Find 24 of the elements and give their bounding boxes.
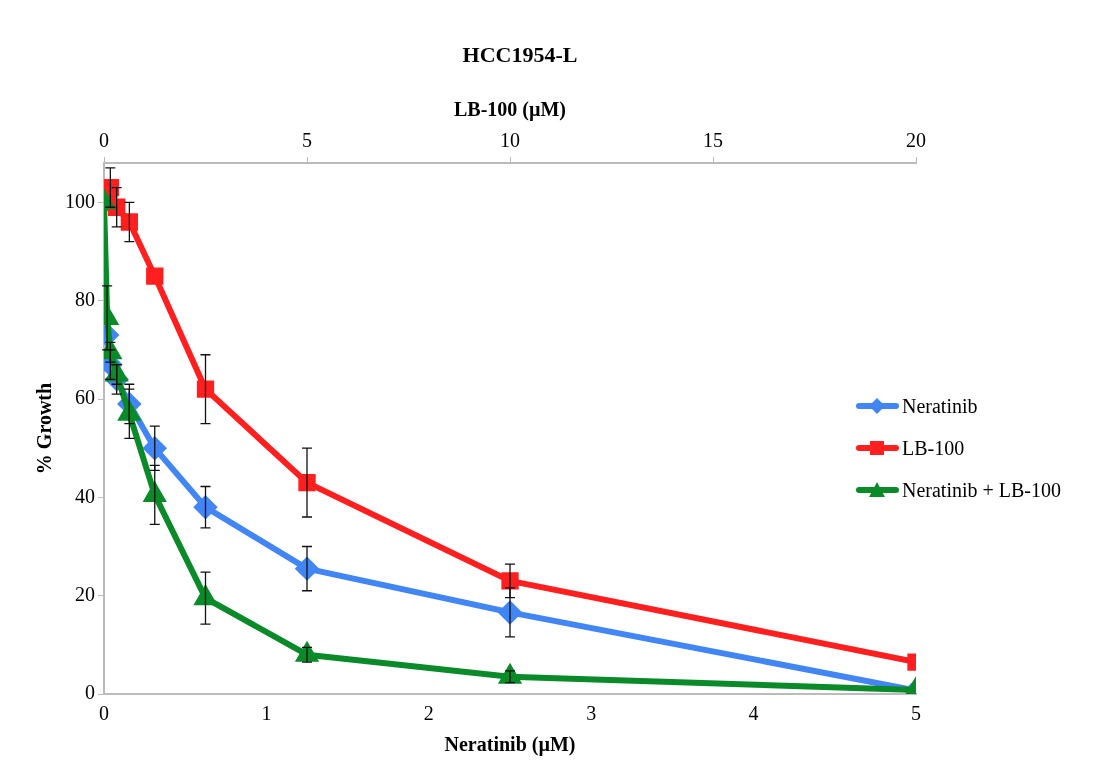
- x-tick-label: 1: [261, 702, 272, 725]
- x2-tick-label: 5: [302, 129, 312, 152]
- legend-label: LB-100: [902, 436, 965, 460]
- x2-tick-label: 15: [703, 129, 723, 152]
- y-tick-label: 80: [75, 287, 95, 310]
- x-tick-label: 0: [99, 702, 109, 725]
- y-tick-label: 60: [75, 386, 95, 409]
- x2-tick-label: 10: [500, 129, 520, 152]
- y-axis-title: % Growth: [33, 382, 56, 475]
- legend-label: Neratinib + LB-100: [902, 478, 1062, 502]
- x-tick-label: 2: [423, 702, 434, 725]
- x2-tick-label: 0: [99, 129, 109, 152]
- legend-label: Neratinib: [902, 394, 978, 418]
- x2-axis-title: LB-100 (µM): [453, 98, 567, 122]
- y-tick-label: 0: [85, 681, 95, 704]
- chart-title: HCC1954-L: [461, 42, 579, 68]
- x-axis-title: Neratinib (µM): [444, 733, 576, 757]
- x-tick-label: 4: [748, 702, 759, 725]
- x-tick-label: 5: [911, 702, 921, 725]
- y-tick-label: 100: [65, 189, 95, 212]
- x-tick-label: 3: [586, 702, 597, 725]
- y-tick-label: 40: [75, 484, 95, 507]
- x2-tick-label: 20: [906, 129, 926, 152]
- y-tick-label: 20: [75, 582, 95, 605]
